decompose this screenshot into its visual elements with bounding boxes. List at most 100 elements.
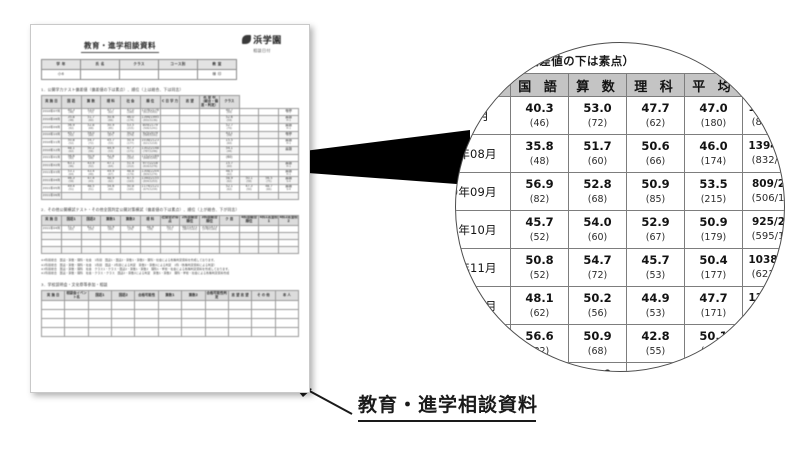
cell-empty [64,309,89,320]
cell-r9-c2: 48.9 (62) [100,176,122,186]
table-row: 2010年09月 56.9 (82) 52.8 (68) 50.9 (85) 53.5 (215… [41,123,299,132]
cell-raw-score: (51) [167,228,173,232]
table-row: 2010年11月 50.8 (52) 54.7 (72) 45.7 (53) 50.4 (177… [41,138,299,147]
cell-r1-c9 [238,232,260,241]
magnified-raw-score: (55) [645,345,666,357]
cell-r4-c0: 50.8 (52) [60,138,82,147]
cell-empty [40,327,66,338]
cell-raw-score: (171) [126,149,134,153]
cell-raw-score: (165) [126,187,134,191]
table-row: 2011年02月 63.1 (96) 43.9 (52) 47.1 (64) 51.4 (212… [41,161,299,170]
cell-r1-c10 [258,232,280,241]
cell-empty [274,300,300,311]
cell-r4-c9 [238,138,260,147]
column-header-5: 理 科 [139,214,161,226]
magnified-raw-score: (68) [587,193,608,205]
cell-raw-score: (52) [68,141,74,145]
cell-r9-c1: 47.4 (43) [80,176,102,186]
cell-date: 2011年04月 [41,224,62,234]
cell-raw-score: (60) [88,134,94,138]
cell-r8-c3: 48.8 (179) [120,168,141,178]
magnified-section-caption: スト偏差値（偏差値の下は素点） [456,54,635,68]
cell-raw-score: (67) [108,172,114,176]
cell-r0-c0: 51.3 (62) [60,224,82,234]
cell-raw-score: (72) [88,111,94,115]
magnified-raw-score: (215) [700,193,727,205]
cell-r1-c11: 最難 H-1 [278,115,299,124]
cell-empty [87,300,113,311]
cell-r3-c6 [179,246,201,255]
cell-r4-c10 [258,138,280,147]
magnified-column-header-2: 算 数 [568,73,627,97]
cell-empty [181,309,206,320]
cell-r3-c10 [258,246,280,255]
cell-r10-c6 [179,184,201,193]
table-row: 2011年06月 [41,191,299,200]
magnified-raw-rank: (595/1191) [751,230,785,242]
identity-value-room: 様 印 [197,69,237,80]
magnified-raw-score: (62) [645,117,666,129]
magnified-raw-score: (72) [587,269,608,281]
cell-r0-c1: 53.0 (72) [80,107,102,117]
cell-r1-c6 [179,232,201,241]
cell-raw-score: (834/1253) [142,180,158,184]
identity-header-class: クラス [119,59,159,70]
cell-raw-score: (72) [88,141,94,145]
cell-r8-c11: 最難 H-1 [278,168,299,178]
cell-empty [157,300,183,311]
cell-r1-c3 [120,232,141,241]
cell-r7-c7 [199,161,220,170]
magnified-raw-rank: (832/1136) [751,154,785,166]
cell-r2-c5 [159,123,181,132]
cell-r1-c5 [159,232,181,241]
magnified-cell-japanese: 45.7 (52) [510,210,569,249]
cell-raw-score: (59) [226,119,232,123]
scanned-document-page[interactable]: 浜学園 相談日付 教育・進学相談資料 学 年 氏 名 クラス コース別 教 室 … [30,24,310,393]
cell-r2-c4: 809/2179 (506/1241) [139,123,161,132]
magnified-cell-rank: 1394/1995(832/1136) [742,134,785,173]
column-header-0: 実 施 日 [40,290,66,302]
cell-r0-c2: 50.9 (60) [100,224,122,234]
cell-empty [274,318,300,329]
magnified-raw-score: (177) [700,269,727,281]
magnified-cell-average: 47.7 (171) [684,286,743,325]
cell-r0-c6 [179,107,201,117]
cell-r1-c10 [258,115,280,124]
cell-r0-c10 [258,224,280,234]
cell-empty [134,327,159,338]
table-row: 2011年04月 46.3 (58) 47.4 (43) 48.9 (62) 47.5 (163… [41,176,299,186]
magnified-cell-rank: 1302/2148(787/1246) [742,286,784,325]
cell-raw-score: (29) [127,228,134,232]
column-header-2: 算 数 [80,95,102,109]
cell-r2-c2 [100,239,122,248]
cell-date [41,239,62,248]
cell-r7-c5 [159,161,181,170]
cell-empty [227,309,253,320]
cell-r1-c1: 51.7 (60) [80,115,102,124]
cell-r0-c11: 最難 H-1 [278,107,299,117]
magnified-cell-average: 46.0 (174) [684,134,743,173]
cell-empty [204,309,229,320]
magnified-body: 10年07月40.3(46)53.0(72)47.7(62)47.0(180)1… [456,96,785,371]
cell-empty [157,327,183,338]
table-row: 2011年03月 53.1 (64) 43.4 (48) 49.9 (67) 48.8 (179… [41,168,299,178]
cell-r8-c0: 53.1 (64) [60,168,82,178]
cell-r3-c2 [100,246,122,255]
magnified-cell-rank: 1152/2169(698/1245) [742,324,784,363]
magnifier-lens[interactable]: スト偏差値（偏差値の下は素点） 日国 語算 数理 科平 均順 10年07月40.… [455,42,785,372]
cell-raw-score: (70) [226,126,232,130]
cell-raw-score: (85) [108,126,114,130]
magnified-raw-score: (53) [645,307,666,319]
cell-r6-c10 [258,153,280,163]
cell-r5-c11: 最難 [278,145,299,155]
table-row-empty [40,309,300,320]
magnified-raw-score: (60) [587,231,608,243]
cell-r3-c10 [258,130,280,140]
cell-raw-score: (58) [246,180,252,184]
cell-r11-c8 [218,191,240,200]
magnified-raw-score: (179) [700,231,727,243]
column-header-1: 国 語 [60,95,82,109]
cell-r3-c11 [278,246,299,255]
magnified-table-row: 2010年11月50.8(52)54.7(72)45.7(53)50.4(177… [456,248,784,287]
cell-r10-c8: 52.1 (62) [218,184,240,193]
